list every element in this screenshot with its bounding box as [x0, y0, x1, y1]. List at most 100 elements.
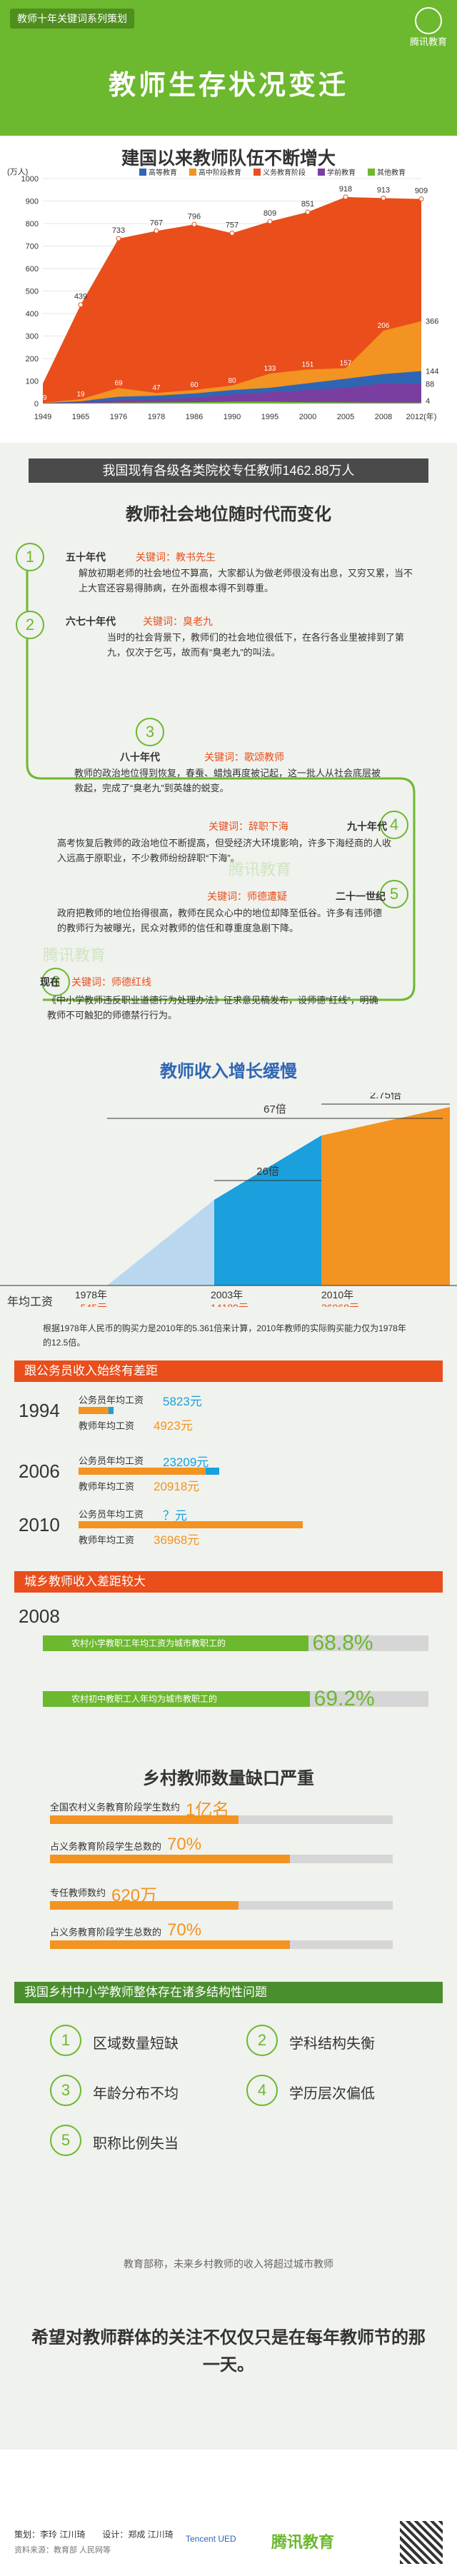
urban-rural-pct: 69.2%	[313, 1687, 375, 1710]
income-value-label: 545元	[81, 1302, 107, 1307]
income-area-2003-2010	[214, 1136, 321, 1286]
era-keyword: 关键词：辞职下海	[209, 821, 288, 832]
brand-logo-text: 腾讯教育	[409, 36, 447, 47]
y-axis-label: (万人)	[7, 167, 28, 176]
legend-label: 高等教育	[149, 168, 177, 177]
income-axis-label: 年均工资	[7, 1295, 53, 1307]
teacher-bar	[79, 1468, 206, 1475]
urban-rural-label: 农村初中教职工人年均为城市教职工的	[71, 1694, 218, 1704]
income-growth-chart: 67倍 26倍 2.75倍 1978年 545元 2003年 14189元 2010年 3696…	[0, 1093, 457, 1307]
x-tick-label: 2000	[299, 413, 316, 421]
x-tick-label: 1978	[148, 413, 165, 421]
era-text: 解放初期老师的社会地位不算高，大家都认为做老师很没有出息，又穷又累，当不上大官还…	[79, 568, 413, 593]
era-number-icon: 5	[380, 880, 408, 908]
timeline-path	[26, 557, 416, 1001]
era-year: 八十年代	[120, 751, 160, 763]
income-note: 根据1978年人民币的购买力是2010年的5.361倍来计算，2010年教师的实…	[43, 1323, 406, 1348]
y-tick-label: 1000	[21, 175, 39, 184]
total-label: 439	[74, 293, 87, 301]
teacher-label: 教师年均工资	[79, 1481, 135, 1492]
teacher-value: 36968元	[154, 1533, 200, 1547]
urban-rural-band: 城乡教师收入差距较大	[14, 1571, 443, 1593]
page-title: 教师生存状况变迁	[108, 71, 348, 101]
urban-rural-label: 农村小学教职工年均工资为城市教职工的	[71, 1638, 226, 1648]
watermark: 腾讯教育	[43, 946, 106, 964]
y-tick-label: 700	[26, 243, 39, 251]
inner-data-label: 80	[228, 377, 236, 385]
end-label: 88	[426, 380, 434, 389]
header: 教师十年关键词系列策划 腾讯教育 教师生存状况变迁	[0, 0, 457, 136]
era-number-icon: 4	[380, 811, 408, 839]
total-point	[191, 221, 197, 227]
legend-label: 其他教育	[377, 168, 406, 177]
area-other	[43, 401, 421, 404]
era-year: 五十年代	[66, 551, 106, 563]
inner-data-label: 151	[302, 361, 314, 369]
y-tick-label: 200	[26, 355, 39, 364]
inner-data-label: 206	[378, 322, 390, 330]
era-text: 教师的政治地位得到恢复，春蚕、蜡烛再度被记起，这一批人从社会底层被救起，完成了“…	[74, 768, 381, 793]
y-tick-label: 500	[26, 288, 39, 296]
era-keyword: 关键词：师德红线	[71, 976, 151, 988]
era-number-icon: 2	[16, 611, 44, 639]
era-number-icon: 6	[41, 968, 70, 996]
era-text: 当时的社会背景下，教师们的社会地位很低下，在各行各业里被排到了第九，仅次于乞丐，…	[107, 632, 405, 658]
y-tick-label: 400	[26, 310, 39, 319]
end-label: 366	[426, 318, 438, 326]
watermark: 腾讯教育	[228, 861, 292, 878]
legend-label: 义务教育阶段	[263, 168, 306, 177]
x-tick-label: 1949	[34, 413, 51, 421]
teacher-value: 20918元	[154, 1480, 200, 1493]
era-text: 《中小学教师违反职业道德行为处理办法》征求意见稿发布，设师德“红线”，明确教师不…	[47, 995, 378, 1021]
legend-swatch	[318, 169, 325, 176]
section1-subtitle: 建国以来教师队伍不断增大	[121, 149, 336, 169]
section6-title: 乡村教师数量缺口严重	[143, 1769, 314, 1788]
teacher-label: 教师年均工资	[79, 1420, 135, 1431]
civil-gap-band: 跟公务员收入始终有差距	[14, 1360, 443, 1382]
civil-value: 5823元	[163, 1395, 202, 1408]
area-preschool	[43, 383, 421, 404]
total-label: 913	[377, 186, 390, 194]
rural-share-bar	[43, 1635, 308, 1651]
problem-number-icon: 3	[50, 2075, 81, 2106]
end-label: 144	[426, 368, 438, 376]
end-label: 4	[426, 397, 430, 406]
x-tick-label: 2012(年)	[406, 411, 437, 421]
problem-number-icon: 1	[50, 2025, 81, 2056]
total-point	[418, 196, 424, 202]
legend-swatch	[368, 169, 375, 176]
rural-label: 全国农村义务教育阶段学生数约	[50, 1802, 181, 1813]
teacher-count-chart: 高等教育 高中阶段教育 义务教育阶段 学前教育 其他教育 0 100 200 300 400 500…	[7, 167, 438, 421]
brand-ued: Tencent UED	[186, 2534, 236, 2544]
total-point	[343, 194, 348, 200]
y-tick-label: 600	[26, 265, 39, 274]
teacher-value: 4923元	[154, 1419, 193, 1433]
rural-share-bar	[43, 1691, 310, 1707]
urban-rural-year: 2008	[19, 1605, 60, 1627]
x-tick-label: 1986	[186, 413, 203, 421]
problem-text: 职称比例失当	[93, 2136, 179, 2152]
era-text: 政府把教师的地位抬得很高，教师在民众心中的地位却降至低谷。许多有违师德的教师行为…	[57, 908, 383, 933]
problem-text: 学科结构失衡	[289, 2036, 375, 2052]
rural-label: 占义务教育阶段学生总数的	[50, 1841, 162, 1852]
section2-title: 教师社会地位随时代而变化	[126, 505, 331, 524]
era-number-icon: 1	[16, 543, 44, 571]
y-tick-label: 800	[26, 220, 39, 229]
teacher-total-banner: 我国现有各级各类院校专任教师1462.88万人	[29, 458, 428, 483]
era-number-icon: 3	[136, 718, 164, 746]
rural-value: 70%	[167, 1835, 202, 1854]
y-tick-label: 300	[26, 333, 39, 341]
era-keyword: 关键词：臭老九	[143, 616, 213, 627]
y-tick-label: 900	[26, 198, 39, 206]
total-point	[381, 195, 386, 201]
legend-label: 学前教育	[327, 168, 356, 177]
total-label: 757	[226, 221, 238, 230]
income-year-label: 2003年	[211, 1289, 243, 1300]
inner-data-label: 19	[76, 391, 85, 399]
closing-text: 希望对教师群体的关注不仅仅只是在每年教师节的那一天。	[31, 2328, 426, 2375]
rural-fill-bar	[50, 1940, 290, 1949]
urban-rural-pct: 68.8%	[312, 1631, 373, 1655]
total-point	[78, 302, 84, 308]
problem-text: 年龄分布不均	[93, 2086, 179, 2102]
income-value-label: 14189元	[211, 1302, 248, 1307]
